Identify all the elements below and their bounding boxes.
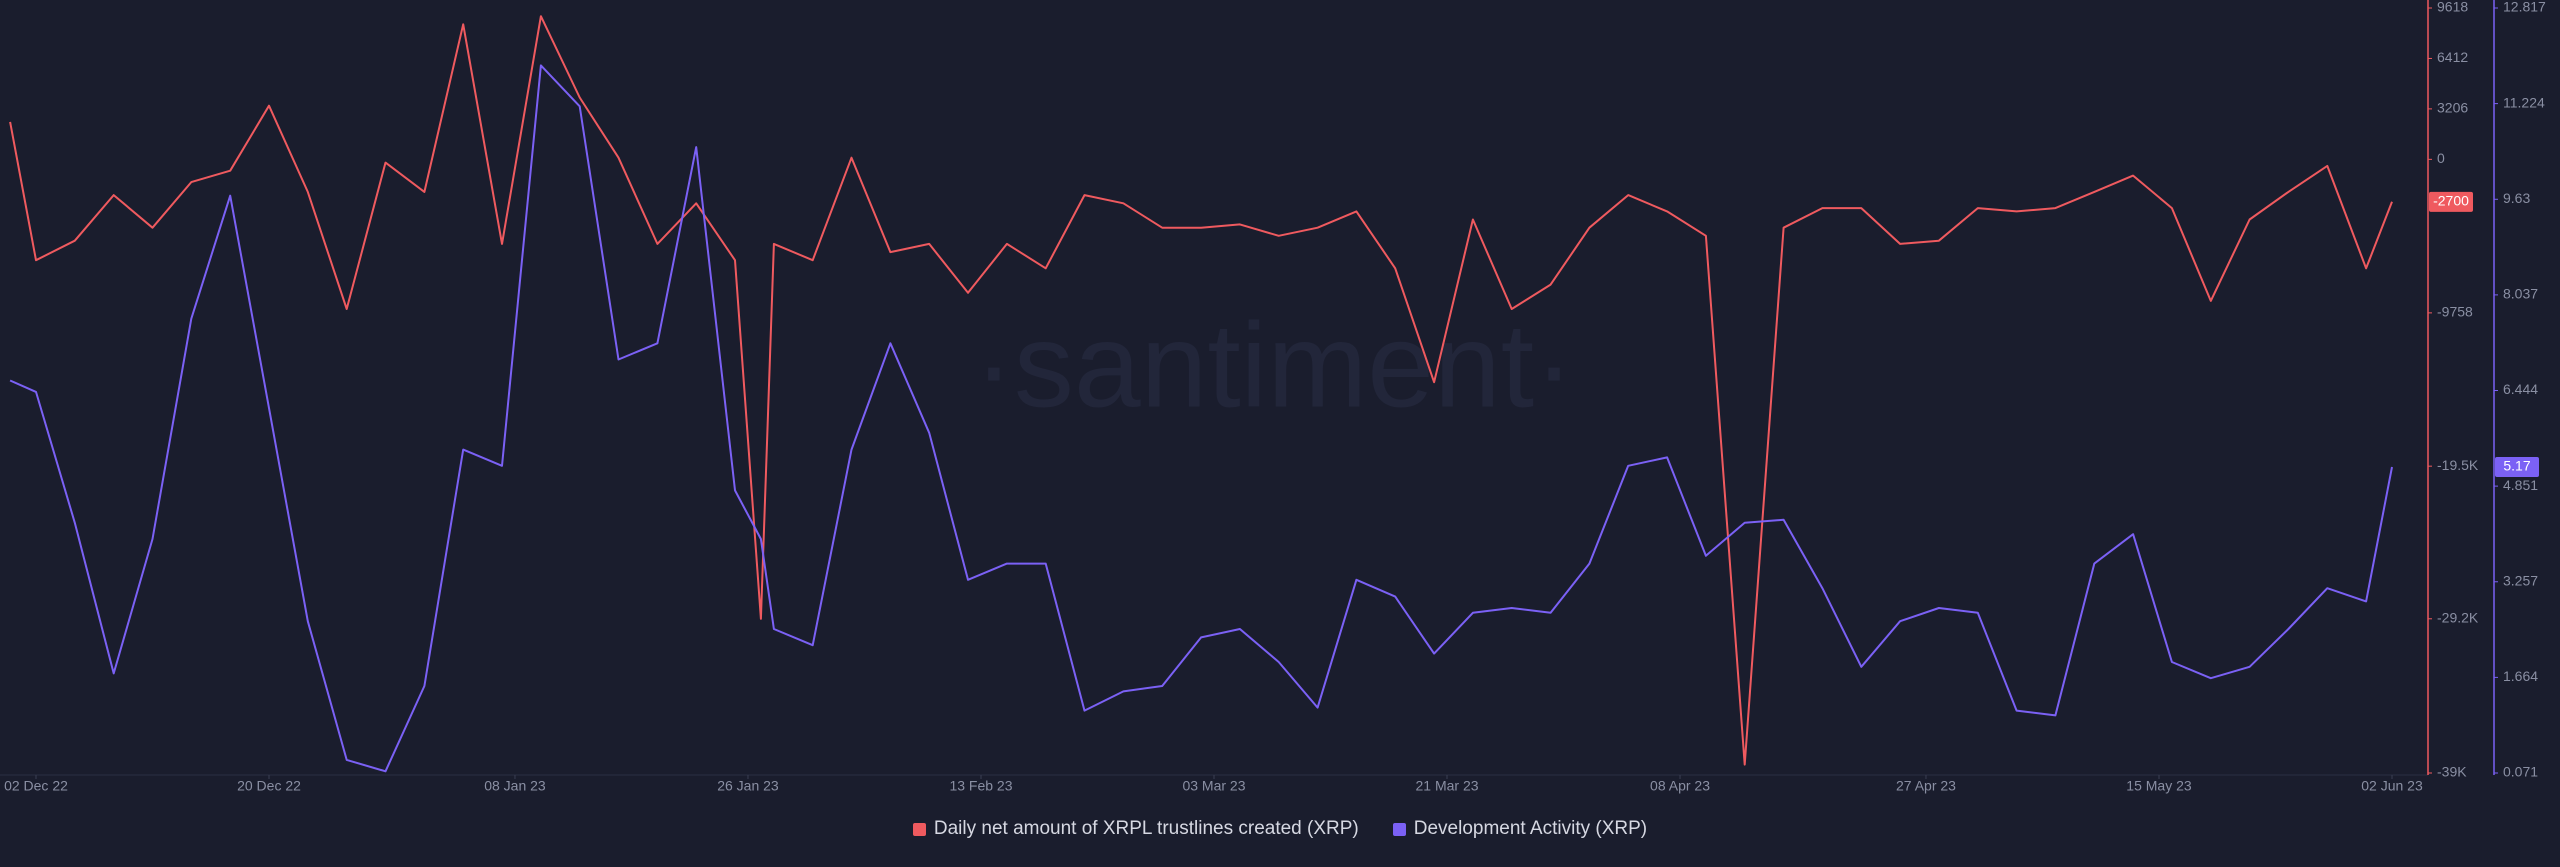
legend-item[interactable]: Development Activity (XRP) xyxy=(1392,818,1648,840)
x-tick-label: 13 Feb 23 xyxy=(949,778,1012,794)
y2-tick-label: 3.257 xyxy=(2503,572,2538,588)
y2-tick-label: 4.851 xyxy=(2503,477,2538,493)
x-tick-label: 02 Jun 23 xyxy=(2361,778,2423,794)
y2-tick-label: 1.664 xyxy=(2503,668,2538,684)
y2-tick-label: 8.037 xyxy=(2503,286,2538,302)
last-value-label: 5.17 xyxy=(2503,458,2530,474)
y2-tick-label: 6.444 xyxy=(2503,381,2538,397)
last-value-badge: -2700 xyxy=(2429,191,2473,212)
series-line xyxy=(9,64,2393,773)
legend-item[interactable]: Daily net amount of XRPL trustlines crea… xyxy=(912,818,1359,840)
y-tick-label: 9618 xyxy=(2437,0,2468,15)
series-line xyxy=(9,15,2393,766)
y2-tick-label: 11.224 xyxy=(2503,94,2545,110)
x-tick-label: 27 Apr 23 xyxy=(1896,778,1956,794)
x-tick-label: 02 Dec 22 xyxy=(4,778,68,794)
y-tick-label: -19.5K xyxy=(2437,457,2479,473)
watermark: ·santiment· xyxy=(974,299,1574,433)
x-tick-label: 26 Jan 23 xyxy=(717,778,779,794)
chart: ·santiment· 02 Dec 22 20 Dec 22 08 Jan 23 2… xyxy=(0,0,2546,794)
y-tick-label: -29.2K xyxy=(2437,610,2479,626)
y-tick-label: 6412 xyxy=(2437,49,2468,65)
last-value-badge: 5.17 xyxy=(2495,456,2539,477)
x-tick-label: 15 May 23 xyxy=(2126,778,2192,794)
y-tick-label: -9758 xyxy=(2437,304,2473,320)
y-tick-label: 3206 xyxy=(2437,100,2468,116)
badge-bg xyxy=(2495,456,2539,477)
badge-bg xyxy=(2429,191,2473,212)
y2-tick-label: 9.63 xyxy=(2503,190,2530,206)
legend: Daily net amount of XRPL trustlines crea… xyxy=(0,818,2560,840)
x-tick-label: 08 Apr 23 xyxy=(1650,778,1710,794)
x-tick-label: 03 Mar 23 xyxy=(1182,778,1245,794)
x-tick-label: 08 Jan 23 xyxy=(484,778,546,794)
legend-label: Daily net amount of XRPL trustlines crea… xyxy=(933,818,1359,839)
y-tick-label: -39K xyxy=(2437,764,2467,780)
y2-tick-label: 12.817 xyxy=(2503,0,2546,15)
legend-swatch xyxy=(912,822,926,836)
y-tick-label: 0 xyxy=(2437,150,2445,166)
y2-tick-label: 0.071 xyxy=(2503,764,2538,780)
x-tick-label: 20 Dec 22 xyxy=(237,778,301,794)
legend-label: Development Activity (XRP) xyxy=(1413,818,1648,839)
legend-swatch xyxy=(1392,822,1406,836)
x-tick-label: 21 Mar 23 xyxy=(1415,778,1478,794)
last-value-label: -2700 xyxy=(2433,193,2469,209)
